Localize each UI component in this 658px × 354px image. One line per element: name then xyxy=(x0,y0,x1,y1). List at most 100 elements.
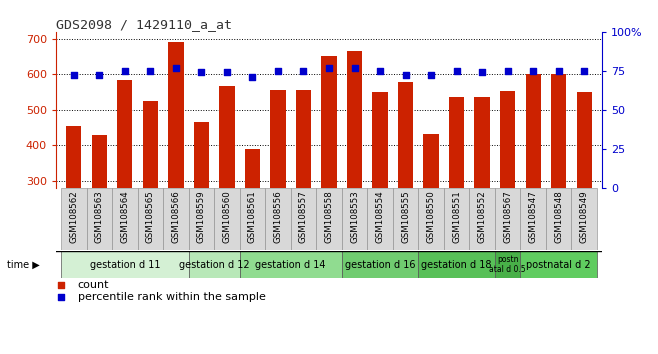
Text: GSM108550: GSM108550 xyxy=(426,191,436,244)
Bar xyxy=(520,251,597,278)
Bar xyxy=(193,122,209,188)
Point xyxy=(502,68,513,74)
Bar xyxy=(469,188,495,250)
Text: gestation d 16: gestation d 16 xyxy=(345,259,415,270)
Text: postnatal d 2: postnatal d 2 xyxy=(526,259,591,270)
Text: GSM108563: GSM108563 xyxy=(95,191,104,244)
Bar xyxy=(112,188,138,250)
Text: GSM108564: GSM108564 xyxy=(120,191,130,244)
Text: GSM108565: GSM108565 xyxy=(146,191,155,244)
Point xyxy=(477,69,488,75)
Text: GSM108547: GSM108547 xyxy=(528,191,538,244)
Bar xyxy=(245,149,260,188)
Bar xyxy=(265,188,291,250)
Bar xyxy=(495,251,520,278)
Point xyxy=(196,69,207,75)
Point xyxy=(426,73,436,78)
Text: GSM108554: GSM108554 xyxy=(376,191,384,244)
Point xyxy=(56,282,66,288)
Bar xyxy=(342,188,367,250)
Bar xyxy=(91,135,107,188)
Bar xyxy=(66,126,82,188)
Bar xyxy=(520,188,546,250)
Point xyxy=(579,68,590,74)
Bar xyxy=(117,80,132,188)
Bar xyxy=(418,251,495,278)
Text: count: count xyxy=(78,280,109,290)
Bar xyxy=(571,188,597,250)
Text: GSM108552: GSM108552 xyxy=(478,191,487,244)
Bar xyxy=(418,188,444,250)
Bar xyxy=(367,188,393,250)
Bar xyxy=(342,251,418,278)
Bar xyxy=(449,97,465,188)
Point xyxy=(170,65,181,70)
Point xyxy=(145,68,156,74)
Bar xyxy=(214,188,240,250)
Text: percentile rank within the sample: percentile rank within the sample xyxy=(78,292,266,302)
Text: GSM108555: GSM108555 xyxy=(401,191,410,244)
Bar xyxy=(163,188,189,250)
Text: postn
atal d 0.5: postn atal d 0.5 xyxy=(490,255,526,274)
Text: gestation d 11: gestation d 11 xyxy=(89,259,160,270)
Point xyxy=(247,74,258,80)
Bar xyxy=(546,188,571,250)
Bar xyxy=(143,101,158,188)
Point xyxy=(120,68,130,74)
Text: GSM108567: GSM108567 xyxy=(503,191,512,244)
Point xyxy=(375,68,386,74)
Text: GSM108556: GSM108556 xyxy=(274,191,282,244)
Point xyxy=(68,73,79,78)
Text: gestation d 14: gestation d 14 xyxy=(255,259,326,270)
Bar xyxy=(474,97,490,188)
Bar xyxy=(372,92,388,188)
Bar xyxy=(168,42,184,188)
Bar xyxy=(270,90,286,188)
Text: time ▶: time ▶ xyxy=(7,259,39,270)
Point xyxy=(272,68,283,74)
Bar xyxy=(189,251,240,278)
Bar xyxy=(240,251,342,278)
Text: GSM108549: GSM108549 xyxy=(580,191,589,243)
Bar xyxy=(291,188,316,250)
Point xyxy=(400,73,411,78)
Point xyxy=(528,68,538,74)
Text: GDS2098 / 1429110_a_at: GDS2098 / 1429110_a_at xyxy=(56,18,232,31)
Point xyxy=(222,69,232,75)
Bar xyxy=(138,188,163,250)
Bar xyxy=(321,56,337,188)
Point xyxy=(451,68,462,74)
Bar xyxy=(316,188,342,250)
Text: GSM108566: GSM108566 xyxy=(171,191,180,244)
Text: GSM108560: GSM108560 xyxy=(222,191,232,244)
Bar xyxy=(240,188,265,250)
Bar xyxy=(526,74,541,188)
Point xyxy=(553,68,564,74)
Point xyxy=(324,65,334,70)
Bar xyxy=(398,82,413,188)
Bar xyxy=(424,134,439,188)
Text: GSM108558: GSM108558 xyxy=(324,191,334,244)
Bar xyxy=(219,86,234,188)
Point xyxy=(94,73,105,78)
Point xyxy=(56,294,66,300)
Text: GSM108548: GSM108548 xyxy=(554,191,563,244)
Text: gestation d 12: gestation d 12 xyxy=(179,259,249,270)
Text: GSM108553: GSM108553 xyxy=(350,191,359,244)
Bar xyxy=(551,74,567,188)
Point xyxy=(349,65,360,70)
Text: GSM108551: GSM108551 xyxy=(452,191,461,244)
Bar xyxy=(444,188,469,250)
Bar xyxy=(87,188,112,250)
Bar xyxy=(189,188,214,250)
Text: GSM108557: GSM108557 xyxy=(299,191,308,244)
Text: GSM108559: GSM108559 xyxy=(197,191,206,243)
Text: GSM108561: GSM108561 xyxy=(248,191,257,244)
Bar xyxy=(576,92,592,188)
Bar xyxy=(347,51,362,188)
Bar xyxy=(495,188,520,250)
Bar xyxy=(500,91,515,188)
Bar xyxy=(61,251,189,278)
Bar xyxy=(296,90,311,188)
Text: gestation d 18: gestation d 18 xyxy=(421,259,492,270)
